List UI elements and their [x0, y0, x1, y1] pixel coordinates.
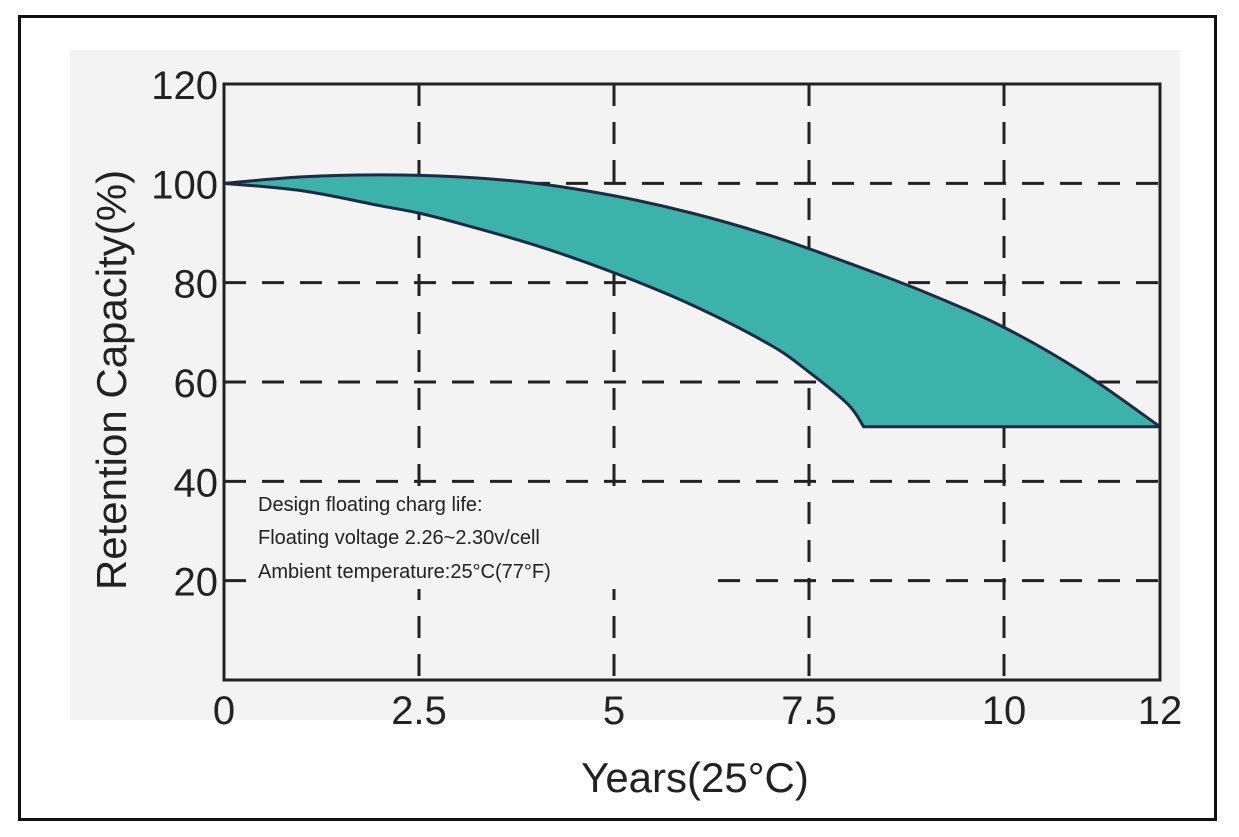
x-axis-title: Years(25°C): [581, 754, 809, 801]
y-tick-label-4: 100: [151, 163, 218, 207]
annotation-line-1: Design floating charg life:: [258, 494, 483, 516]
annotation-line-2: Floating voltage 2.26~2.30v/cell: [258, 527, 540, 549]
annotation-background: [248, 487, 716, 589]
lower-boundary-line: [223, 181, 1160, 429]
x-tick-label-1: 2.5: [391, 689, 447, 733]
upper-boundary-line: [223, 173, 1161, 428]
x-tick-label-3: 7.5: [781, 689, 837, 733]
x-tick-label-4: 10: [982, 689, 1027, 733]
y-tick-label-1: 40: [174, 461, 219, 505]
y-tick-label-2: 60: [174, 362, 219, 406]
y-tick-label-5: 120: [151, 64, 218, 108]
annotation-line-3: Ambient temperature:25°C(77°F): [258, 561, 551, 583]
y-axis-title: Retention Capacity(%): [88, 170, 135, 590]
x-tick-label-0: 0: [213, 689, 235, 733]
x-tick-label-5: 12: [1138, 689, 1183, 733]
y-tick-label-0: 20: [174, 561, 219, 605]
capacity-band-area: [224, 174, 1160, 427]
y-tick-label-3: 80: [174, 263, 219, 307]
axis-ticks: 0 2.5 5 7.5 10 12 20 40 60 80 100 120: [151, 64, 1182, 733]
annotation-note: Design floating charg life: Floating vol…: [248, 487, 716, 589]
plot-area-border: [222, 82, 1162, 682]
x-tick-label-2: 5: [603, 689, 625, 733]
